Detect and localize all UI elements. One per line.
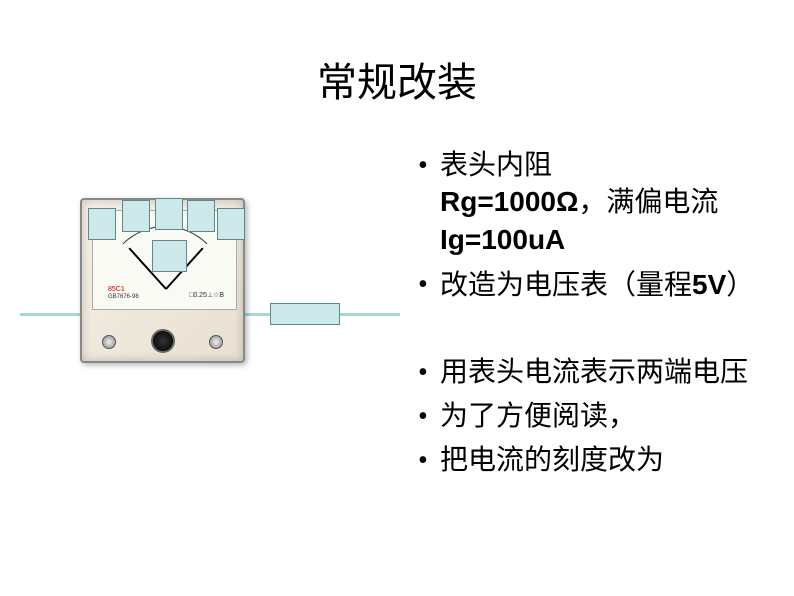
- bullet-5: 把电流的刻度改为: [410, 443, 774, 479]
- bullet-2-bold: 5V: [692, 269, 726, 300]
- slide-title: 常规改装: [0, 0, 794, 138]
- bullet-1-text-b: ，满偏电流: [578, 187, 718, 218]
- zero-adjust-knob: [151, 329, 175, 353]
- meter-circuit-diagram: 85C1 GB7676-98 □0.25⊥☆B: [20, 198, 380, 378]
- meter-model-label: 85C1: [108, 286, 125, 293]
- bullet-2: 改造为电压表（量程5V）: [410, 267, 774, 304]
- bullet-1: 表头内阻 Rg=1000Ω，满偏电流 Ig=100uA: [410, 148, 774, 259]
- wire-left: [20, 313, 80, 316]
- terminal-right: [209, 335, 223, 349]
- bullet-list: 表头内阻 Rg=1000Ω，满偏电流Ig=100uA 改造为电压表（量程5V） …: [410, 148, 774, 480]
- series-resistor: [270, 303, 340, 325]
- bullet-4: 为了方便阅读，: [410, 399, 774, 435]
- scale-overlay-5: [217, 208, 245, 240]
- wire-right: [340, 313, 400, 316]
- bullet-4-text: 为了方便阅读，: [440, 401, 636, 432]
- bullet-3-text: 用表头电流表示两端电压: [440, 357, 748, 388]
- scale-overlay-3: [155, 198, 183, 230]
- bullet-1-bold-b: Ig=100uA: [440, 224, 565, 255]
- bullet-1-bold-a: Rg=1000Ω: [440, 186, 578, 217]
- diagram-column: 85C1 GB7676-98 □0.25⊥☆B: [20, 138, 400, 488]
- scale-overlay-center: [152, 240, 187, 272]
- meter-standard-label: GB7676-98: [108, 294, 139, 300]
- bullet-2-text-a: 改造为电压表（量程: [440, 270, 692, 301]
- bullet-5-text: 把电流的刻度改为: [440, 445, 664, 476]
- text-column: 表头内阻 Rg=1000Ω，满偏电流Ig=100uA 改造为电压表（量程5V） …: [400, 138, 774, 488]
- bullet-2-text-b: ）: [726, 270, 754, 301]
- scale-overlay-2: [122, 200, 150, 232]
- scale-overlay-4: [187, 200, 215, 232]
- meter-class-label: □0.25⊥☆B: [189, 291, 224, 299]
- bullet-3: 用表头电流表示两端电压: [410, 355, 774, 391]
- content-area: 85C1 GB7676-98 □0.25⊥☆B 表头内阻 Rg=1000Ω，满偏…: [0, 138, 794, 488]
- scale-overlay-1: [88, 208, 116, 240]
- terminal-left: [102, 335, 116, 349]
- bullet-1-text-a: 表头内阻: [440, 150, 552, 181]
